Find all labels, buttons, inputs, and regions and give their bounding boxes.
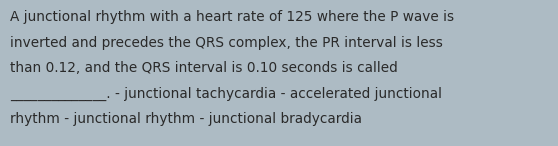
Text: inverted and precedes the QRS complex, the PR interval is less: inverted and precedes the QRS complex, t… <box>10 36 443 50</box>
Text: rhythm - junctional rhythm - junctional bradycardia: rhythm - junctional rhythm - junctional … <box>10 112 362 126</box>
Text: A junctional rhythm with a heart rate of 125 where the P wave is: A junctional rhythm with a heart rate of… <box>10 10 454 24</box>
Text: than 0.12, and the QRS interval is 0.10 seconds is called: than 0.12, and the QRS interval is 0.10 … <box>10 61 398 75</box>
Text: ______________. - junctional tachycardia - accelerated junctional: ______________. - junctional tachycardia… <box>10 87 442 101</box>
